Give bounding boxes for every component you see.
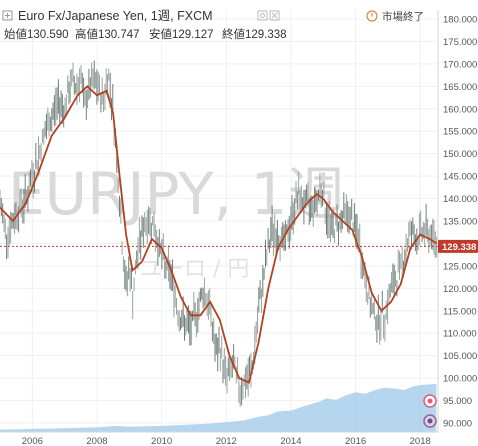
y-tick-label: 135.000 [443,217,477,228]
y-tick-label: 100.000 [443,374,477,385]
chart-header: Euro Fx/Japanese Yen, 1週, FXCM 始値 130.59… [2,9,424,41]
y-tick-label: 120.000 [443,284,477,295]
x-tick-label: 2006 [22,436,43,446]
y-tick-label: 155.000 [443,127,477,138]
ohlc-open-value: 130.590 [27,29,69,41]
x-tick-label: 2012 [216,436,237,446]
market-status: 市場終了 [366,10,424,23]
ohlc-values: 始値 130.590 高値 130.747 安値 129.127 終値 129.… [4,27,287,41]
ohlc-high-value: 130.747 [98,29,140,41]
x-tick-label: 2010 [151,436,172,446]
y-tick-label: 160.000 [443,104,477,115]
y-tick-label: 175.000 [443,37,477,48]
y-tick-label: 140.000 [443,194,477,205]
volume-area [0,383,437,432]
y-tick-label: 170.000 [443,59,477,70]
x-tick-label: 2008 [86,436,107,446]
time-axis[interactable]: 2006 2008 2010 2012 2014 2016 2018 [22,436,431,446]
event-markers[interactable] [423,394,437,428]
y-tick-label: 110.000 [443,329,477,340]
ohlc-close-value: 129.338 [245,29,287,41]
y-tick-label: 145.000 [443,172,477,183]
ohlc-open-label: 始値 [4,27,27,41]
moving-average-line [0,85,437,384]
ohlc-low-value: 129.127 [172,29,214,41]
clock-icon [366,10,378,22]
x-tick-label: 2014 [280,436,301,446]
symbol-title: Euro Fx/Japanese Yen, 1週, FXCM [18,9,213,23]
ohlc-close-label: 終値 [222,27,245,41]
y-tick-label: 95.000 [443,396,472,407]
market-status-label: 市場終了 [382,10,424,23]
y-tick-label: 180.000 [443,14,477,25]
y-tick-label: 150.000 [443,149,477,160]
y-tick-label: 105.000 [443,351,477,362]
header-close-icon[interactable] [269,10,280,21]
y-tick-label: 125.000 [443,261,477,272]
y-tick-label: 90.000 [443,419,472,430]
header-settings-icon[interactable] [257,10,268,21]
x-tick-label: 2016 [345,436,366,446]
ohlc-high-label: 高値 [75,27,98,41]
last-price-tag: 129.338 [438,239,478,253]
price-axis[interactable]: 90.000 95.000 100.000 105.000 110.000 115.000… [443,14,477,429]
watermark-pair-name: ユーロ / 円 [140,257,249,282]
price-bars [0,60,438,407]
ohlc-low-label: 安値 [149,27,172,41]
y-tick-label: 115.000 [443,306,477,317]
y-tick-label: 165.000 [443,82,477,93]
last-price-tag-label: 129.338 [442,242,476,253]
collapse-toggle-icon[interactable] [2,10,13,21]
x-tick-label: 2018 [410,436,431,446]
